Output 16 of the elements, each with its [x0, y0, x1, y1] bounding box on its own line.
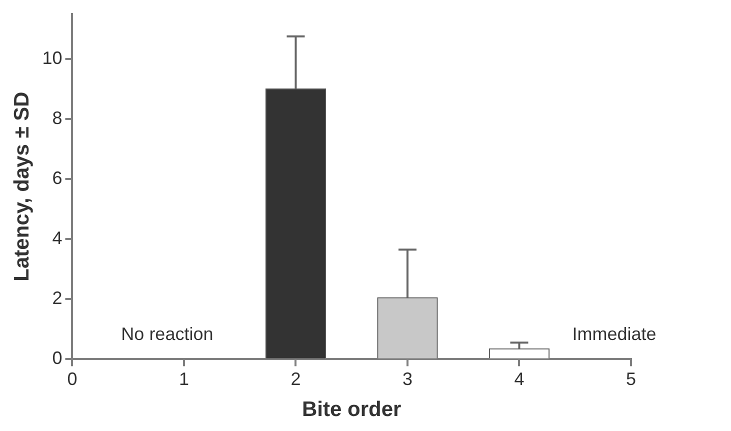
x-tick-label: 5	[626, 368, 636, 389]
y-tick-label: 0	[52, 348, 62, 368]
y-tick-label: 10	[42, 48, 62, 68]
y-tick-label: 2	[52, 288, 62, 308]
x-tick-label: 3	[402, 368, 412, 389]
x-tick-label: 2	[290, 368, 301, 389]
y-tick-label: 6	[52, 168, 62, 188]
annotation: No reaction	[121, 324, 214, 344]
x-tick-label: 1	[178, 368, 189, 389]
y-axis-title: Latency, days ± SD	[10, 92, 34, 282]
y-tick-label: 8	[52, 108, 62, 128]
x-axis-title: Bite order	[302, 398, 402, 422]
x-tick-label: 4	[514, 368, 524, 389]
x-tick-label: 0	[67, 368, 78, 389]
annotation: Immediate	[572, 324, 656, 344]
y-tick-label: 4	[52, 228, 62, 248]
